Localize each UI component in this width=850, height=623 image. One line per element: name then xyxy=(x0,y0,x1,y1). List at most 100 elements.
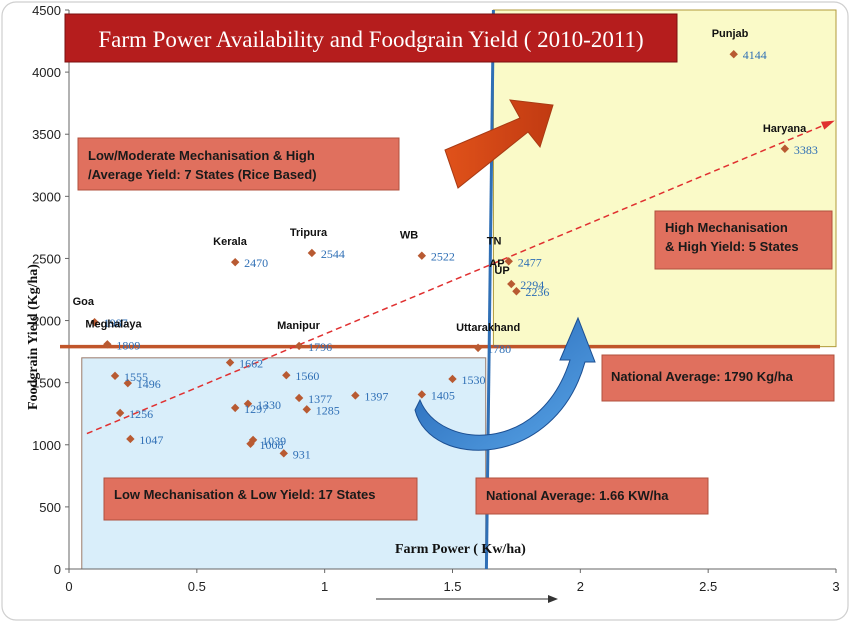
y-tick-label: 500 xyxy=(39,500,61,515)
y-axis-label: Foodgrain Yield (Kg/ha) xyxy=(26,264,41,410)
state-label: AP xyxy=(489,258,504,270)
top-right-annotation-line2: & High Yield: 5 States xyxy=(665,239,799,254)
data-label: 1047 xyxy=(139,433,163,447)
axes: 0 0.5 1 1.5 2 2.5 3 0 500 1000 1500 2000 2500 3000 350… xyxy=(32,3,840,594)
data-point xyxy=(504,257,513,266)
data-point xyxy=(294,393,304,403)
state-label: UP xyxy=(494,265,509,277)
data-point xyxy=(225,358,235,367)
data-label: 1796 xyxy=(308,340,332,354)
trend-arrowhead xyxy=(821,120,835,130)
data-label: 1560 xyxy=(295,369,319,383)
data-label: 1397 xyxy=(364,389,388,403)
data-point xyxy=(780,144,790,153)
data-point xyxy=(115,408,125,418)
national-average-power-box xyxy=(475,477,709,515)
data-label: 1008 xyxy=(260,438,284,452)
data-label: 1297 xyxy=(244,402,268,416)
curved-arrow xyxy=(414,316,596,451)
data-point xyxy=(512,287,521,296)
data-point xyxy=(103,340,112,349)
data-point xyxy=(448,374,457,384)
x-tick-label: 2 xyxy=(577,579,584,594)
data-point xyxy=(279,449,288,458)
data-point xyxy=(230,257,240,267)
data-label: 2236 xyxy=(525,285,549,299)
bottom-left-annotation: Low Mechanisation & Low Yield: 17 States xyxy=(114,487,376,502)
national-average-power-line xyxy=(484,9,495,570)
trend-line xyxy=(86,121,833,435)
top-left-annotation-line2: /Average Yield: 7 States (Rice Based) xyxy=(88,167,317,182)
data-label: 1809 xyxy=(116,338,140,352)
data-point xyxy=(126,434,135,444)
data-label: 1330 xyxy=(257,398,281,412)
y-tick-label: 3500 xyxy=(32,127,61,142)
y-tick-label: 4500 xyxy=(32,3,61,18)
data-label: 1555 xyxy=(124,370,148,384)
data-label: 1377 xyxy=(308,392,332,406)
high-mechanisation-region xyxy=(492,9,837,348)
top-left-annotation-box xyxy=(77,137,400,191)
x-tick-label: 0.5 xyxy=(188,579,206,594)
data-point xyxy=(302,405,311,414)
data-label: 4144 xyxy=(743,48,767,62)
state-label: Haryana xyxy=(763,123,807,135)
data-point xyxy=(729,50,738,59)
y-tick-label: 2000 xyxy=(32,314,61,329)
x-tick-label: 2.5 xyxy=(699,579,717,594)
national-average-yield-label: National Average: 1790 Kg/ha xyxy=(611,369,794,384)
title-box xyxy=(64,13,678,63)
national-average-power-label: National Average: 1.66 KW/ha xyxy=(486,488,669,503)
state-label: TN xyxy=(487,235,502,247)
data-point xyxy=(473,343,483,353)
data-label: 2477 xyxy=(518,255,542,269)
data-label: 1256 xyxy=(129,407,153,421)
data-point xyxy=(507,279,516,289)
y-tick-label: 0 xyxy=(54,562,61,577)
data-point xyxy=(230,403,240,413)
top-right-annotation-box xyxy=(654,210,833,270)
data-label: 1405 xyxy=(431,388,455,402)
data-label: 3383 xyxy=(794,143,818,157)
x-axis-label: Farm Power ( Kw/ha) xyxy=(395,542,526,557)
state-label: Goa xyxy=(73,296,95,308)
top-right-annotation-line1: High Mechanisation xyxy=(665,220,788,235)
y-tick-label: 2500 xyxy=(32,251,61,266)
state-label: Manipur xyxy=(277,320,320,332)
low-mechanisation-region xyxy=(81,357,487,570)
data-label: 2294 xyxy=(520,278,544,292)
state-label: WB xyxy=(400,230,418,242)
data-point xyxy=(417,390,427,399)
data-label: 931 xyxy=(293,447,311,461)
data-label: 2544 xyxy=(321,247,345,261)
x-tick-label: 0 xyxy=(65,579,72,594)
data-point xyxy=(243,399,253,408)
data-point xyxy=(417,251,427,260)
data-points xyxy=(90,50,790,458)
data-point xyxy=(246,439,255,448)
x-tick-label: 1 xyxy=(321,579,328,594)
up-right-arrow xyxy=(444,99,554,189)
data-point xyxy=(307,248,317,258)
data-label: 1530 xyxy=(462,373,486,387)
y-tick-label: 1500 xyxy=(32,376,61,391)
data-label: 2470 xyxy=(244,256,268,270)
y-tick-label: 4000 xyxy=(32,65,61,80)
x-tick-label: 3 xyxy=(832,579,839,594)
state-label: Uttarakhand xyxy=(456,322,520,334)
state-label: Kerala xyxy=(213,236,248,248)
data-label: 1496 xyxy=(137,377,161,391)
x-tick-label: 1.5 xyxy=(443,579,461,594)
state-label: Tripura xyxy=(290,227,328,239)
data-point xyxy=(90,317,99,327)
data-label: 1780 xyxy=(487,342,511,356)
x-direction-arrow xyxy=(376,595,558,603)
data-point xyxy=(282,371,291,380)
data-label: 1285 xyxy=(316,403,340,417)
data-label: 1987 xyxy=(104,316,128,330)
data-label: 2522 xyxy=(431,250,455,264)
data-point xyxy=(294,341,304,351)
